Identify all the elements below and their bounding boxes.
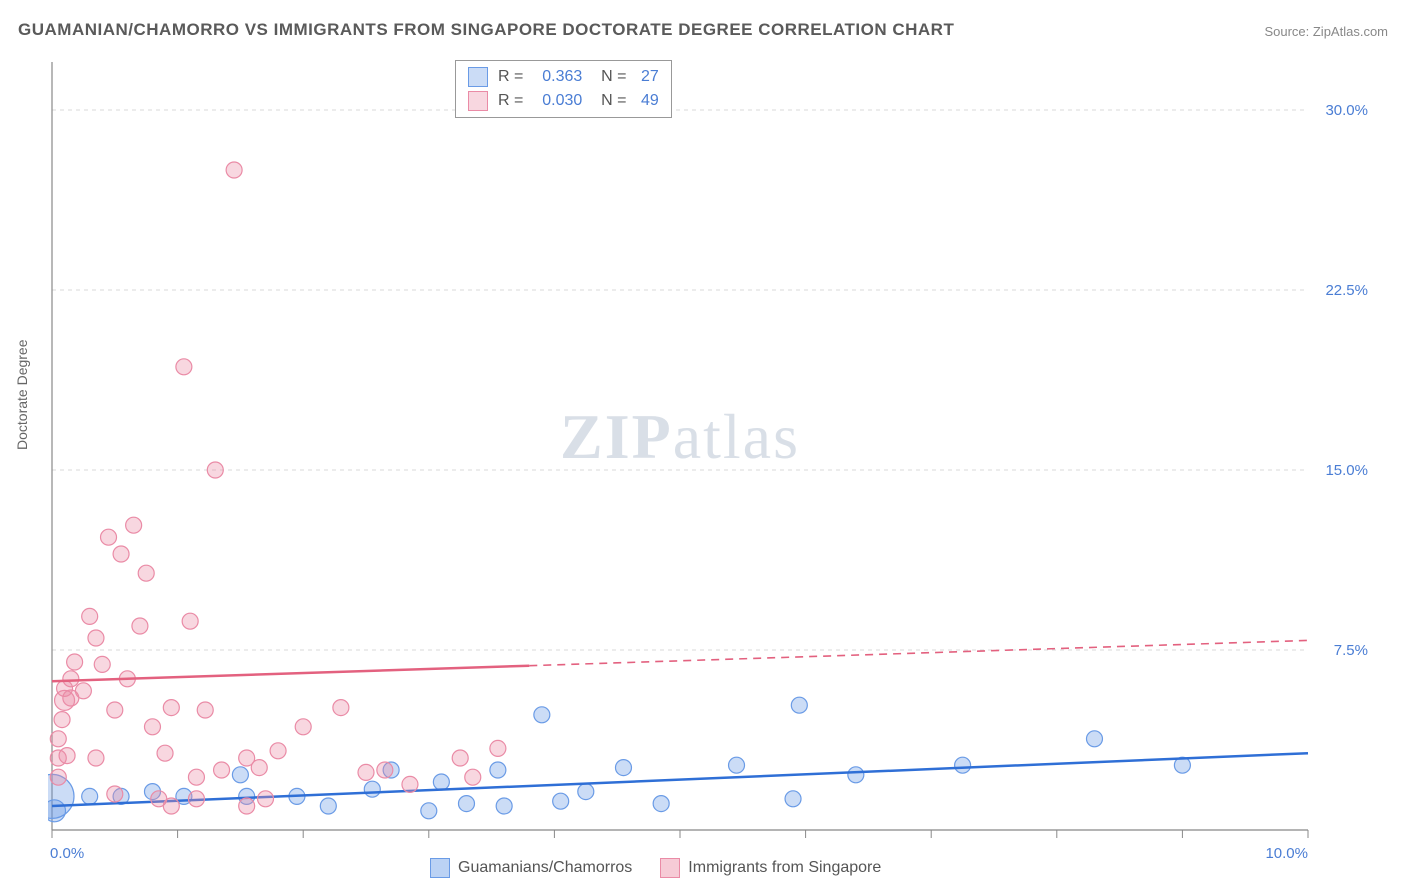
legend-label: Guamanians/Chamorros bbox=[458, 859, 632, 877]
chart-title: GUAMANIAN/CHAMORRO VS IMMIGRANTS FROM SI… bbox=[18, 20, 954, 40]
svg-text:0.0%: 0.0% bbox=[50, 845, 84, 862]
swatch-icon bbox=[468, 91, 488, 111]
series-legend: Guamanians/Chamorros Immigrants from Sin… bbox=[430, 858, 881, 878]
stats-row-series-1: R = 0.363 N = 27 bbox=[468, 65, 659, 89]
legend-item: Immigrants from Singapore bbox=[660, 858, 881, 878]
scatter-chart: 7.5% 15.0% 22.5% 30.0% 0.0% 10.0% bbox=[48, 58, 1378, 888]
swatch-icon bbox=[660, 858, 680, 878]
swatch-icon bbox=[468, 67, 488, 87]
legend-item: Guamanians/Chamorros bbox=[430, 858, 632, 878]
svg-text:10.0%: 10.0% bbox=[1265, 845, 1308, 862]
svg-text:22.5%: 22.5% bbox=[1325, 282, 1368, 299]
svg-text:15.0%: 15.0% bbox=[1325, 462, 1368, 479]
swatch-icon bbox=[430, 858, 450, 878]
svg-text:7.5%: 7.5% bbox=[1334, 642, 1368, 659]
svg-text:30.0%: 30.0% bbox=[1325, 102, 1368, 119]
y-axis-label: Doctorate Degree bbox=[14, 339, 30, 450]
stats-row-series-2: R = 0.030 N = 49 bbox=[468, 89, 659, 113]
correlation-stats-box: R = 0.363 N = 27 R = 0.030 N = 49 bbox=[455, 60, 672, 118]
legend-label: Immigrants from Singapore bbox=[688, 859, 881, 877]
source-attribution: Source: ZipAtlas.com bbox=[1264, 24, 1388, 39]
